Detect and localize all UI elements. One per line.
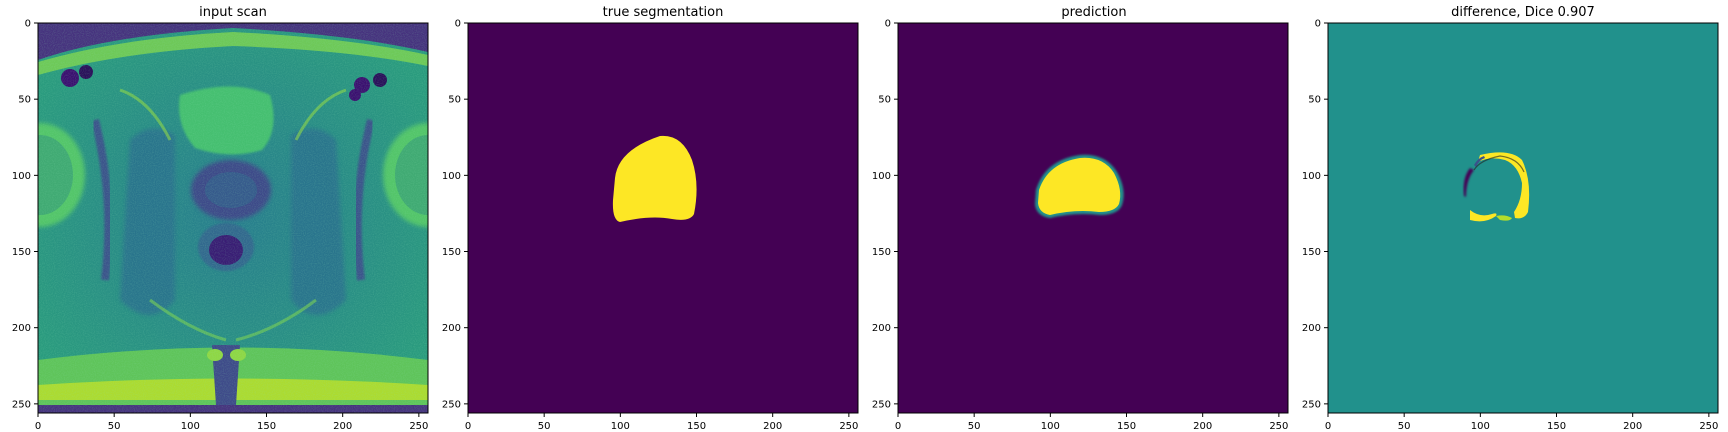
x-tick-label: 200 xyxy=(763,421,782,432)
y-tick-label: 250 xyxy=(12,399,31,410)
panel-title: prediction xyxy=(1061,5,1126,20)
y-tick-label: 150 xyxy=(872,247,891,258)
x-tick-label: 0 xyxy=(1325,421,1331,432)
x-tick-label: 50 xyxy=(1398,421,1411,432)
axes-frame xyxy=(37,22,429,414)
y-tick-label: 0 xyxy=(885,19,891,30)
x-tick-label: 0 xyxy=(35,421,41,432)
panel-true-segmentation: true segmentation xyxy=(467,5,859,414)
y-tick-label: 50 xyxy=(18,95,31,106)
y-tick-label: 150 xyxy=(12,247,31,258)
x-tick-label: 250 xyxy=(1699,421,1718,432)
panel-input-scan: input scan xyxy=(37,5,429,414)
x-tick-label: 250 xyxy=(409,421,428,432)
difference-rim-extra xyxy=(1474,156,1485,167)
x-tick-label: 150 xyxy=(687,421,706,432)
x-tick-label: 0 xyxy=(895,421,901,432)
x-tick-label: 200 xyxy=(1193,421,1212,432)
x-tick-label: 100 xyxy=(1471,421,1490,432)
axis-ticks: 0 50 100 150 200 250 0 50 100 150 200 250 0 50 100 150 2… xyxy=(12,19,1719,432)
y-tick-label: 0 xyxy=(25,19,31,30)
difference-rim-missed xyxy=(1478,152,1530,219)
x-tick-label: 0 xyxy=(465,421,471,432)
panel-prediction: prediction xyxy=(897,5,1289,414)
mri-scan-image xyxy=(38,23,428,413)
y-tick-label: 50 xyxy=(1308,95,1321,106)
y-tick-label: 100 xyxy=(12,171,31,182)
difference-background xyxy=(1328,23,1718,413)
y-tick-label: 200 xyxy=(442,323,461,334)
axes-frame xyxy=(897,22,1289,414)
difference-rim-outline xyxy=(1473,155,1525,173)
x-tick-label: 50 xyxy=(968,421,981,432)
y-tick-label: 0 xyxy=(1315,19,1321,30)
difference-rim-missed xyxy=(1496,215,1512,221)
prediction-background xyxy=(898,23,1288,413)
x-tick-label: 200 xyxy=(1623,421,1642,432)
y-tick-label: 200 xyxy=(1302,323,1321,334)
y-tick-label: 50 xyxy=(878,95,891,106)
y-tick-label: 100 xyxy=(872,171,891,182)
segmentation-mask-region xyxy=(612,135,697,222)
x-tick-label: 50 xyxy=(108,421,121,432)
y-tick-label: 200 xyxy=(872,323,891,334)
y-tick-label: 100 xyxy=(442,171,461,182)
x-tick-label: 150 xyxy=(257,421,276,432)
y-tick-label: 200 xyxy=(12,323,31,334)
panel-title: difference, Dice 0.907 xyxy=(1451,5,1595,20)
panel-title: input scan xyxy=(199,5,267,20)
panel-difference: difference, Dice 0.907 xyxy=(1327,5,1719,414)
prediction-region xyxy=(1038,157,1121,215)
x-tick-label: 150 xyxy=(1547,421,1566,432)
x-tick-label: 200 xyxy=(333,421,352,432)
y-tick-label: 150 xyxy=(1302,247,1321,258)
y-tick-label: 250 xyxy=(872,399,891,410)
difference-rim-extra xyxy=(1463,168,1474,197)
x-tick-label: 150 xyxy=(1117,421,1136,432)
x-tick-label: 250 xyxy=(1269,421,1288,432)
segmentation-mask-background xyxy=(468,23,858,413)
x-tick-label: 50 xyxy=(538,421,551,432)
y-tick-label: 0 xyxy=(455,19,461,30)
axes-frame xyxy=(1327,22,1719,414)
x-tick-label: 100 xyxy=(611,421,630,432)
y-tick-label: 150 xyxy=(442,247,461,258)
x-tick-label: 100 xyxy=(1041,421,1060,432)
axes-frame xyxy=(467,22,859,414)
y-tick-label: 100 xyxy=(1302,171,1321,182)
difference-rim-missed xyxy=(1470,210,1497,222)
x-tick-label: 250 xyxy=(839,421,858,432)
x-tick-label: 100 xyxy=(181,421,200,432)
y-tick-label: 50 xyxy=(448,95,461,106)
y-tick-label: 250 xyxy=(442,399,461,410)
panel-title: true segmentation xyxy=(603,5,724,20)
y-tick-label: 250 xyxy=(1302,399,1321,410)
